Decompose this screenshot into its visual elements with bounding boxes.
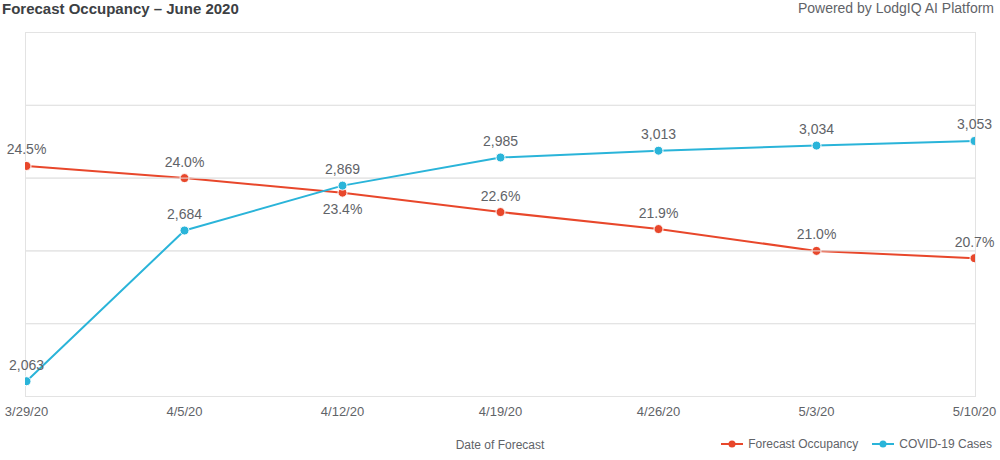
svg-text:2,869: 2,869 [325,161,360,177]
svg-text:3,034: 3,034 [799,121,834,137]
html-text:Forecast Occupancy: Forecast Occupancy [748,437,859,451]
svg-text:20.7%: 20.7% [955,234,995,250]
svg-text:4/19/20: 4/19/20 [479,404,522,419]
svg-text:23.4%: 23.4% [323,201,363,217]
svg-text:24.5%: 24.5% [7,141,47,157]
svg-text:21.0%: 21.0% [797,226,837,242]
html-text:Date of Forecast: Date of Forecast [455,438,545,452]
svg-text:5/10/20: 5/10/20 [953,404,996,419]
svg-text:5/3/20: 5/3/20 [798,404,834,419]
svg-text:4/26/20: 4/26/20 [637,404,680,419]
html-text:Powered by LodgIQ AI Platform: Powered by LodgIQ AI Platform [797,0,994,16]
svg-text:21.9%: 21.9% [639,205,679,221]
html-text:COVID-19 Cases: COVID-19 Cases [899,437,992,451]
svg-text:2,684: 2,684 [167,206,202,222]
svg-text:4/5/20: 4/5/20 [166,404,202,419]
svg-text:3,053: 3,053 [957,116,992,132]
svg-text:2,063: 2,063 [9,357,44,373]
svg-text:3/29/20: 3/29/20 [5,404,48,419]
svg-text:22.6%: 22.6% [481,188,521,204]
html-text:Forecast Occupancy – June 2020: Forecast Occupancy – June 2020 [2,0,239,17]
svg-text:24.0%: 24.0% [165,154,205,170]
svg-text:2,985: 2,985 [483,133,518,149]
svg-text:3,013: 3,013 [641,126,676,142]
svg-text:4/12/20: 4/12/20 [321,404,364,419]
